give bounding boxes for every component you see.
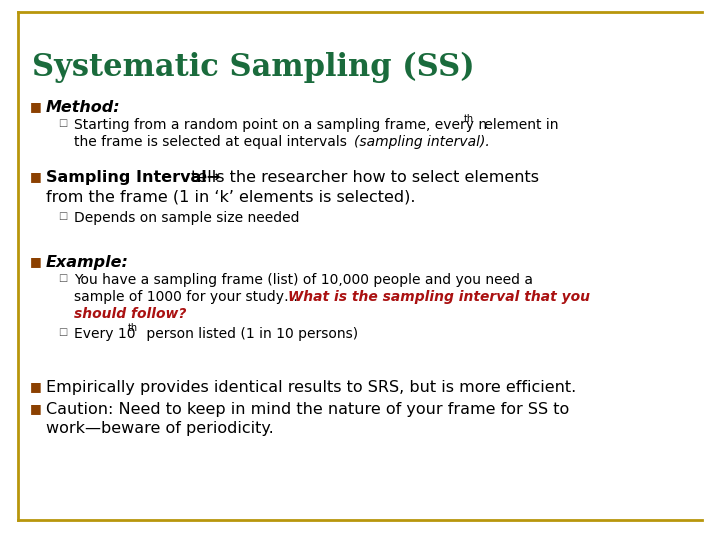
Text: ■: ■ — [30, 170, 42, 183]
Text: Sampling Interval→: Sampling Interval→ — [46, 170, 220, 185]
Text: ■: ■ — [30, 402, 42, 415]
Text: You have a sampling frame (list) of 10,000 people and you need a: You have a sampling frame (list) of 10,0… — [74, 273, 533, 287]
Text: person listed (1 in 10 persons): person listed (1 in 10 persons) — [142, 327, 358, 341]
Text: ■: ■ — [30, 100, 42, 113]
Text: What is the sampling interval that you: What is the sampling interval that you — [288, 290, 590, 304]
Text: □: □ — [58, 211, 67, 221]
Text: Caution: Need to keep in mind the nature of your frame for SS to: Caution: Need to keep in mind the nature… — [46, 402, 570, 417]
Text: the frame is selected at equal intervals: the frame is selected at equal intervals — [74, 135, 351, 149]
Text: Every 10: Every 10 — [74, 327, 135, 341]
Text: ■: ■ — [30, 255, 42, 268]
Text: from the frame (1 in ‘k’ elements is selected).: from the frame (1 in ‘k’ elements is sel… — [46, 189, 415, 204]
Text: (sampling interval).: (sampling interval). — [354, 135, 490, 149]
Text: Method:: Method: — [46, 100, 121, 115]
Text: work—beware of periodicity.: work—beware of periodicity. — [46, 421, 274, 436]
Text: □: □ — [58, 118, 67, 128]
Text: Empirically provides identical results to SRS, but is more efficient.: Empirically provides identical results t… — [46, 380, 576, 395]
Text: tells the researcher how to select elements: tells the researcher how to select eleme… — [186, 170, 539, 185]
Text: □: □ — [58, 327, 67, 337]
Text: should follow?: should follow? — [74, 307, 186, 321]
Text: th: th — [128, 323, 138, 333]
Text: Depends on sample size needed: Depends on sample size needed — [74, 211, 300, 225]
Text: element in: element in — [480, 118, 559, 132]
Text: Example:: Example: — [46, 255, 129, 270]
Text: □: □ — [58, 273, 67, 283]
Text: ■: ■ — [30, 380, 42, 393]
Text: sample of 1000 for your study…: sample of 1000 for your study… — [74, 290, 298, 304]
Text: th: th — [464, 114, 474, 124]
Text: Systematic Sampling (SS): Systematic Sampling (SS) — [32, 52, 474, 83]
Text: Starting from a random point on a sampling frame, every n: Starting from a random point on a sampli… — [74, 118, 487, 132]
